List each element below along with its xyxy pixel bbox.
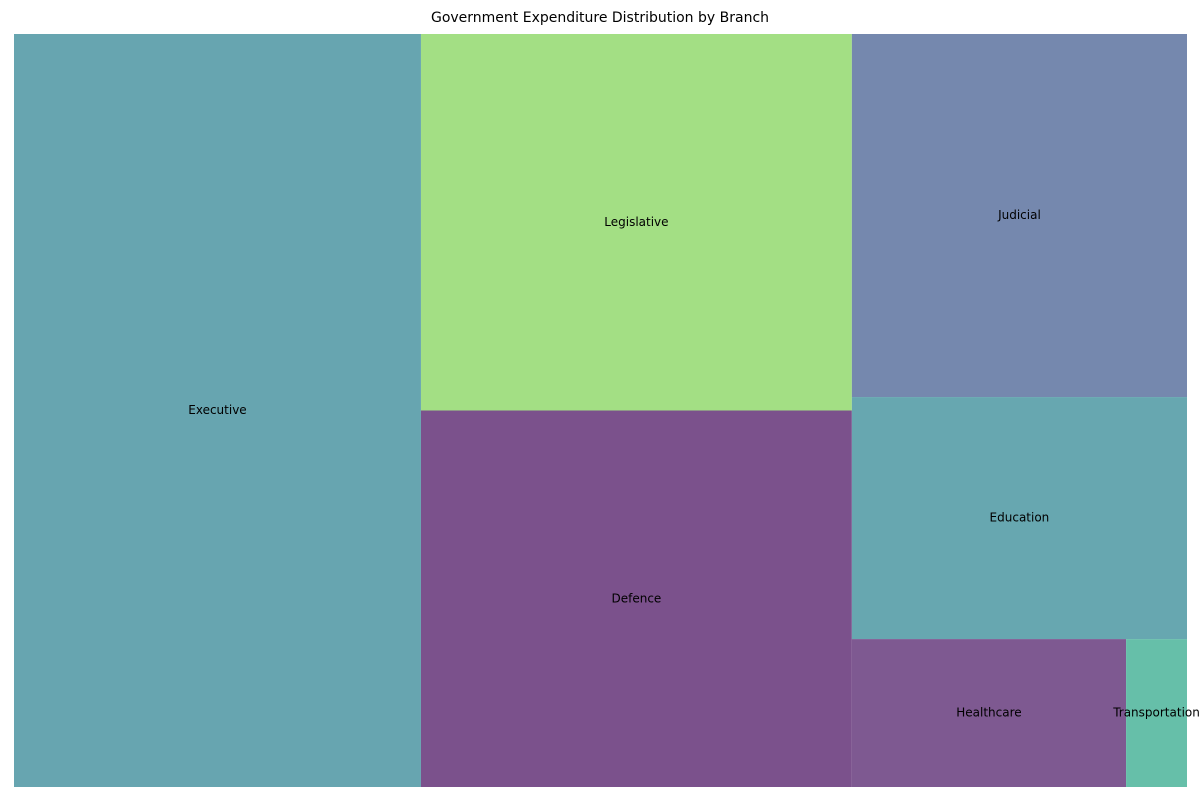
treemap-cell-education xyxy=(851,397,1187,640)
treemap-cell-defence xyxy=(420,410,852,787)
treemap-label-defence: Defence xyxy=(611,591,661,605)
treemap-cell-transportation xyxy=(1126,639,1187,787)
treemap-cell-executive xyxy=(14,34,421,787)
chart-title: Government Expenditure Distribution by B… xyxy=(430,10,770,26)
treemap-cell-legislative xyxy=(420,34,852,411)
treemap-cell-healthcare xyxy=(851,639,1127,787)
treemap-label-judicial: Judicial xyxy=(997,208,1041,222)
treemap-label-executive: Executive xyxy=(188,403,246,417)
treemap-label-education: Education xyxy=(990,511,1050,525)
treemap-label-legislative: Legislative xyxy=(604,215,668,229)
treemap-label-transportation: Transportation xyxy=(1112,706,1200,720)
treemap-label-healthcare: Healthcare xyxy=(956,706,1021,720)
treemap-cell-judicial xyxy=(851,34,1187,398)
